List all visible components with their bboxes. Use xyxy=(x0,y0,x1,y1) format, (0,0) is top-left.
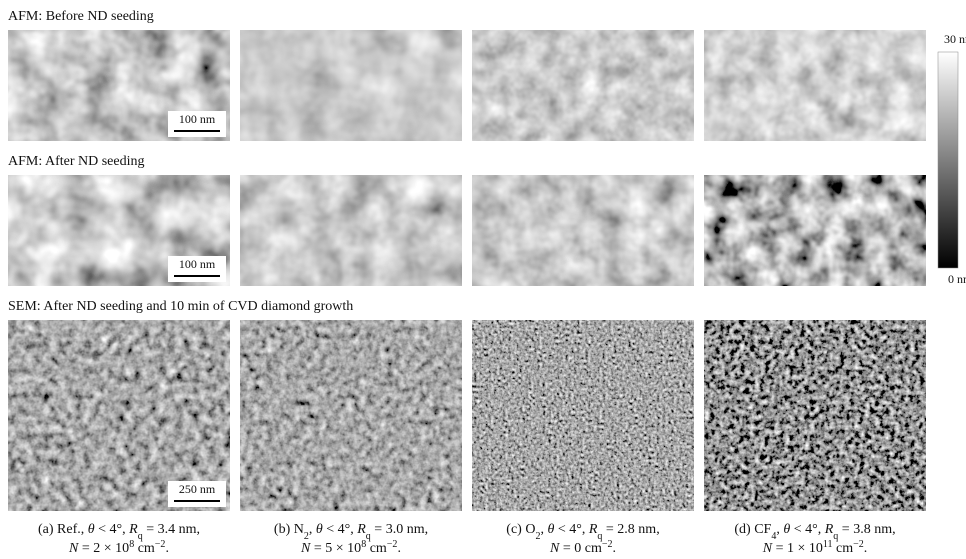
caption-part: . xyxy=(612,541,616,556)
micrograph xyxy=(240,30,462,141)
row-label: SEM: After ND seeding and 10 min of CVD … xyxy=(8,299,353,314)
caption-part: . xyxy=(165,541,169,556)
caption-part: < 4°, xyxy=(323,522,358,537)
caption-part: −2 xyxy=(387,539,398,550)
caption-part: 11 xyxy=(823,539,833,550)
caption-part: R xyxy=(588,522,598,537)
caption-part: cm xyxy=(134,541,155,556)
caption-part: N xyxy=(549,541,560,556)
caption: N = 2 × 108 cm−2. xyxy=(68,539,169,557)
caption-part: , xyxy=(540,522,547,537)
scale-bar-label: 250 nm xyxy=(179,482,216,496)
caption-part: R xyxy=(128,522,138,537)
caption: (c) O2, θ < 4°, Rq = 2.8 nm, xyxy=(506,522,659,542)
caption: N = 0 cm−2. xyxy=(549,539,616,557)
figure: AFM: Before ND seeding AFM: After ND see… xyxy=(0,0,966,559)
caption-part: = 1 × 10 xyxy=(772,541,823,556)
caption-part: < 4°, xyxy=(554,522,589,537)
caption-part: = 3.4 nm, xyxy=(143,522,200,537)
caption-part: = 2 × 10 xyxy=(78,541,129,556)
micrograph xyxy=(472,320,694,511)
caption-part: −2 xyxy=(602,539,613,550)
micrograph xyxy=(472,175,694,286)
caption: (d) CF4, θ < 4°, Rq = 3.8 nm, xyxy=(734,522,895,542)
caption-part: (b) N xyxy=(274,522,304,537)
caption: (b) N2, θ < 4°, Rq = 3.0 nm, xyxy=(274,522,428,542)
micrograph xyxy=(704,30,926,141)
colorbar-max: 30 nm xyxy=(944,32,966,46)
caption-part: (d) CF xyxy=(734,522,771,537)
row-label: AFM: After ND seeding xyxy=(8,154,145,169)
caption-part: , xyxy=(309,522,316,537)
caption: N = 1 × 1011 cm−2. xyxy=(762,539,868,557)
caption-part: R xyxy=(356,522,366,537)
micrograph xyxy=(704,320,926,511)
caption-part: < 4°, xyxy=(95,522,130,537)
caption-part: = 2.8 nm, xyxy=(602,522,659,537)
caption-part: N xyxy=(68,541,79,556)
caption: (a) Ref., θ < 4°, Rq = 3.4 nm, xyxy=(38,522,200,542)
colorbar xyxy=(938,52,958,268)
caption-part: cm xyxy=(366,541,387,556)
caption-part: . xyxy=(397,541,401,556)
caption-part: = 0 cm xyxy=(559,541,602,556)
micrograph xyxy=(472,30,694,141)
caption-part: −2 xyxy=(155,539,166,550)
caption-part: N xyxy=(762,541,773,556)
caption-part: (c) O xyxy=(506,522,535,537)
caption-part: R xyxy=(824,522,834,537)
page: AFM: Before ND seeding AFM: After ND see… xyxy=(0,0,966,559)
caption-part: , xyxy=(776,522,783,537)
caption-part: = 3.8 nm, xyxy=(838,522,895,537)
scale-bar-label: 100 nm xyxy=(179,112,216,126)
caption: N = 5 × 108 cm−2. xyxy=(300,539,401,557)
caption-part: (a) Ref., xyxy=(38,522,88,537)
colorbar-min: 0 nm xyxy=(948,272,966,286)
caption-part: < 4°, xyxy=(790,522,825,537)
micrograph xyxy=(240,320,462,511)
caption-part: . xyxy=(864,541,868,556)
caption-part: = 3.0 nm, xyxy=(371,522,428,537)
caption-part: −2 xyxy=(853,539,864,550)
caption-part: = 5 × 10 xyxy=(310,541,361,556)
micrograph xyxy=(240,175,462,286)
caption-part: N xyxy=(300,541,311,556)
row-label: AFM: Before ND seeding xyxy=(8,9,154,24)
micrograph xyxy=(704,175,926,286)
scale-bar-label: 100 nm xyxy=(179,257,216,271)
caption-part: cm xyxy=(833,541,854,556)
